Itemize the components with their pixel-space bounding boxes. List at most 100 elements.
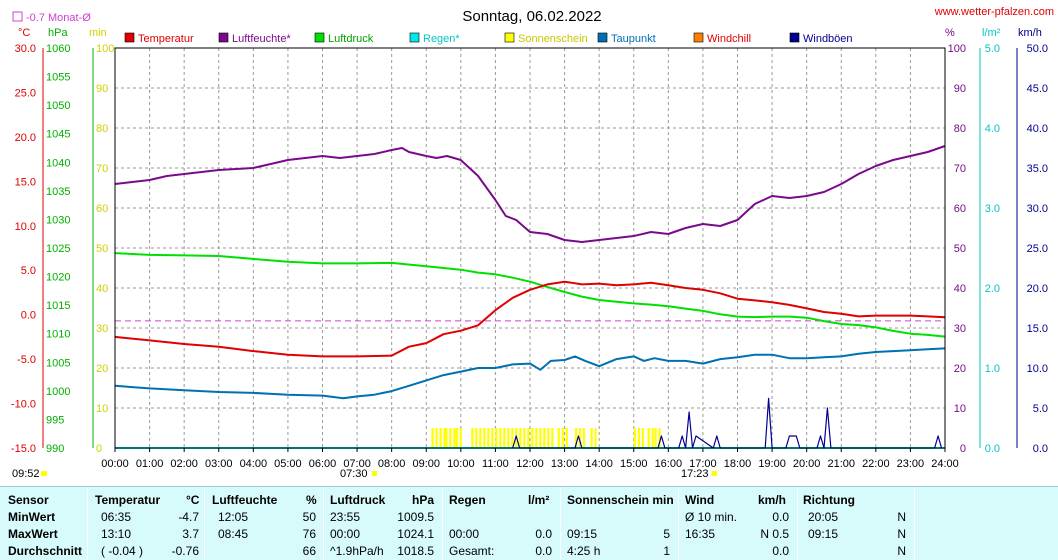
rain-tick-label: 1.0 [985,363,1000,375]
site-link[interactable]: www.wetter-pfalzen.com [934,6,1054,18]
sunshine-bar [507,428,510,448]
wind-tick-label: 50.0 [1027,43,1048,55]
wind-tick-label: 0.0 [1033,443,1048,455]
stats-header-rain-unit: l/m² [528,493,550,507]
humidity-tick-label: 80 [954,123,966,135]
stats-cell-press-time: ^1.9hPa/h [330,544,384,558]
minutes-tick-label: 10 [96,403,108,415]
legend-swatch [124,32,135,43]
stats-cell-wind-val: N 0.5 [760,527,789,541]
x-tick-label: 20:00 [793,458,821,470]
stats-cell-hum-val: 66 [302,544,316,558]
x-tick-label: 06:00 [309,458,337,470]
stats-cell-press-val: 1018.5 [397,544,434,558]
unit-wind: km/h [1018,27,1042,39]
wind-tick-label: 30.0 [1027,203,1048,215]
stats-cell-temp-val: -4.7 [178,510,199,524]
legend-swatch [409,32,420,43]
x-tick-label: 10:00 [447,458,475,470]
pressure-tick-label: 1045 [46,129,70,141]
chart-title: Sonntag, 06.02.2022 [462,8,601,25]
x-tick-label: 02:00 [170,458,198,470]
sunshine-bar [449,428,452,448]
stats-divider [323,487,324,560]
pressure-tick-label: 1015 [46,300,70,312]
sunshine-bar [561,428,564,448]
wind-tick-label: 25.0 [1027,243,1048,255]
legend-label: Luftfeuchte* [232,33,291,45]
minutes-tick-label: 70 [96,163,108,175]
stats-divider [914,487,915,560]
pressure-tick-label: 1025 [46,243,70,255]
pressure-tick-label: 1030 [46,214,70,226]
stats-cell-dir-val: N [897,544,906,558]
stats-cell-hum-time: 08:45 [218,527,249,541]
sunshine-bar [445,428,448,448]
stats-header-pressure-unit: hPa [412,493,435,507]
temp-tick-label: -5.0 [17,354,36,366]
pressure-tick-label: 990 [46,443,64,455]
x-tick-label: 11:00 [482,458,509,470]
sunshine-bar [519,428,522,448]
x-tick-label: 00:00 [101,458,129,470]
sunset-label: 17:23 [681,468,709,480]
rain-tick-label: 5.0 [985,43,1000,55]
temp-tick-label: 5.0 [21,265,36,277]
sunshine-bar [582,428,586,448]
sunshine-bar [654,428,657,448]
statistics-table: Sensor Temperatur °C Luftfeuchte % Luftd… [0,486,1058,560]
temp-tick-label: -15.0 [11,443,36,455]
stats-cell-label: MinWert [8,510,56,524]
x-tick-label: 19:00 [758,458,786,470]
stats-cell-temp-time: 06:35 [101,510,132,524]
sunshine-bar [551,428,554,448]
sunshine-bar [523,428,526,448]
rain-tick-label: 3.0 [985,203,1000,215]
temp-tick-label: 15.0 [15,176,36,188]
sunshine-bar [531,428,534,448]
wind-tick-label: 15.0 [1027,323,1048,335]
unit-minutes: min [89,27,107,39]
minutes-tick-label: 100 [96,43,114,55]
sunshine-bar [479,428,482,448]
pressure-tick-label: 1005 [46,357,70,369]
sunshine-bar [511,428,514,448]
sunshine-bar [431,428,434,448]
humidity-tick-label: 0 [960,443,966,455]
sunshine-bar [491,428,494,448]
monthly-average-label: -0.7 Monat-Ø [26,12,91,24]
stats-cell-sun-time: 4:25 h [567,544,601,558]
stats-cell-label: Durchschnitt [8,544,83,558]
temp-tick-label: 30.0 [15,43,36,55]
minutes-tick-label: 40 [96,283,108,295]
sunshine-bar [651,428,654,448]
stats-cell-rain-val: 0.0 [535,544,552,558]
minutes-tick-label: 60 [96,203,108,215]
x-tick-label: 03:00 [205,458,233,470]
stats-cell-wind-time: Ø 10 min. [685,510,738,524]
sunshine-bar [557,428,560,448]
humidity-line [114,145,946,243]
legend-label: Taupunkt [611,33,656,45]
x-tick-label: 04:00 [240,458,268,470]
stats-cell-label: MaxWert [8,527,58,541]
sunshine-bar [641,428,644,448]
temp-tick-label: 10.0 [15,221,36,233]
sunshine-bars [431,428,661,448]
stats-cell-press-time: 00:00 [330,527,361,541]
stats-cell-rain-val: 0.0 [535,527,552,541]
sunshine-bar [539,428,542,448]
minutes-tick-label: 30 [96,323,108,335]
stats-header-direction: Richtung [803,493,855,507]
stats-cell-hum-val: 76 [302,527,316,541]
stats-cell-dir-time: 20:05 [808,510,839,524]
legend-swatch [218,32,229,43]
stats-cell-temp-val: -0.76 [171,544,199,558]
sunshine-bar [658,428,661,448]
stats-cell-sun-val: 1 [663,544,670,558]
legend-swatch [789,32,800,43]
left-axes: 30.0 25.0 20.0 15.0 10.0 5.0 0.0 -5.0 -10.0 -15.0… [11,43,114,455]
unit-temp: °C [18,27,30,39]
stats-cell-temp-time: 13:10 [101,527,132,541]
stats-cell-dir-val: N [897,527,906,541]
